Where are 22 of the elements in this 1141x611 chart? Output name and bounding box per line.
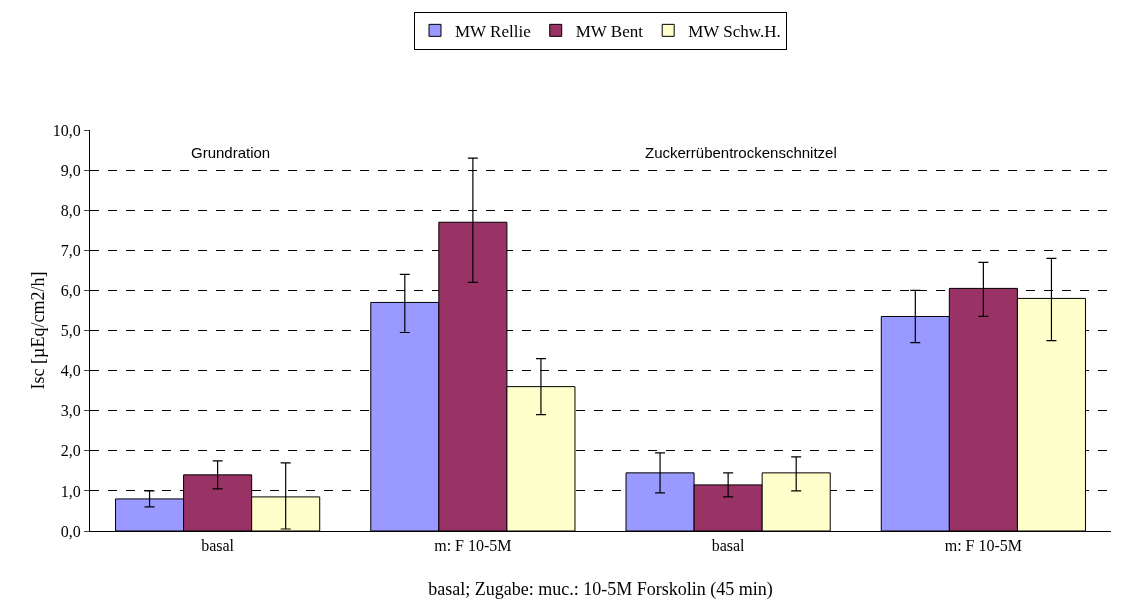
y-tick-label: 5,0: [60, 322, 81, 340]
y-tick-label: 1,0: [60, 482, 81, 500]
y-tick-label: 0,0: [60, 522, 81, 540]
y-axis-title: Isc [µEq/cm2/h]: [28, 271, 48, 390]
x-tick-label: m: F 10-5M: [944, 537, 1023, 555]
legend-label: MW Bent: [575, 21, 644, 41]
legend-label: MW Schw.H.: [688, 21, 781, 41]
annotation: Grundration: [191, 144, 271, 161]
legend-label: MW Rellie: [455, 21, 531, 41]
y-tick-label: 2,0: [60, 442, 81, 460]
x-axis-title: basal; Zugabe: muc.: 10-5M Forskolin (45 min): [428, 579, 773, 600]
y-tick-label: 7,0: [60, 241, 81, 259]
y-tick-label: 9,0: [60, 161, 81, 179]
y-tick-label: 3,0: [60, 402, 81, 420]
y-tick-label: 10,0: [52, 121, 81, 139]
x-tick-label: basal: [711, 537, 746, 555]
annotation: Zuckerrübentrockenschnitzel: [645, 144, 837, 161]
y-tick-label: 8,0: [60, 201, 81, 219]
x-tick-label: basal: [201, 537, 235, 555]
y-tick-label: 6,0: [60, 282, 81, 299]
y-tick-label: 4,0: [60, 362, 81, 380]
x-tick-label: m: F 10-5M: [434, 537, 512, 555]
